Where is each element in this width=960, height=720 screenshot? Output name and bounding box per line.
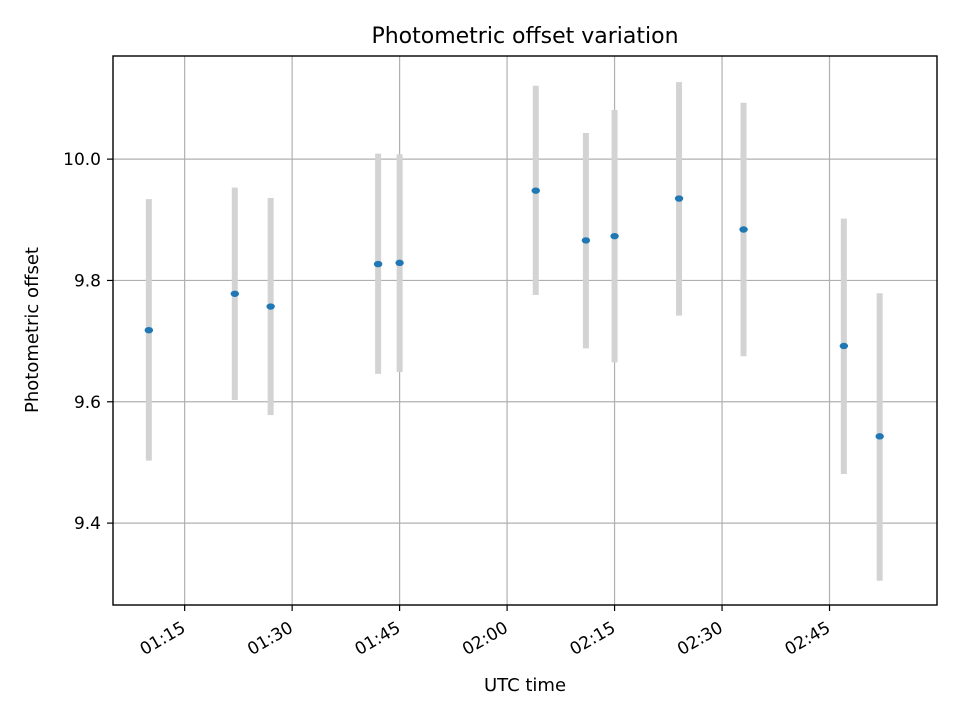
data-point (610, 232, 619, 240)
y-tick-label: 9.6 (74, 393, 101, 413)
x-axis-label: UTC time (484, 675, 566, 696)
data-point (144, 326, 154, 334)
data-point (230, 290, 240, 297)
y-axis-label: Photometric offset (22, 247, 43, 413)
data-point (581, 237, 591, 244)
data-point (875, 433, 884, 440)
y-tick-label: 9.4 (74, 514, 101, 534)
data-point (373, 260, 383, 268)
data-point (395, 259, 404, 267)
data-point (739, 226, 748, 233)
chart-title: Photometric offset variation (371, 24, 678, 49)
data-point (674, 195, 684, 202)
y-tick-label: 9.8 (74, 271, 101, 291)
y-tick-label: 10.0 (63, 150, 101, 170)
data-point (266, 303, 275, 310)
data-point (531, 187, 540, 194)
data-point (839, 342, 849, 350)
plot-frame (112, 55, 938, 606)
data-points (144, 187, 884, 440)
